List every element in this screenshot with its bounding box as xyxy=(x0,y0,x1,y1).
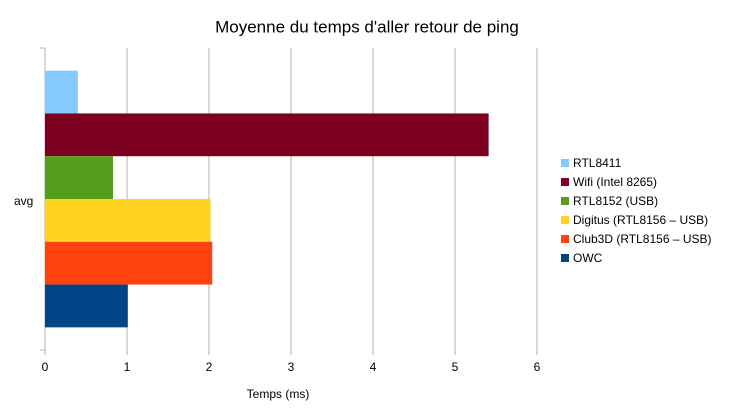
legend-swatch xyxy=(561,178,569,186)
y-tick-label: avg xyxy=(14,194,33,208)
x-tick-label: 5 xyxy=(452,360,459,374)
chart-title: Moyenne du temps d'aller retour de ping xyxy=(215,17,519,36)
legend-swatch xyxy=(561,197,569,205)
legend-label: OWC xyxy=(573,251,603,265)
x-tick-label: 2 xyxy=(206,360,213,374)
bar xyxy=(45,199,211,242)
x-tick-label: 0 xyxy=(42,360,49,374)
legend-label: Digitus (RTL8156 – USB) xyxy=(573,213,708,227)
x-tick-label: 6 xyxy=(534,360,541,374)
legend-label: Wifi (Intel 8265) xyxy=(573,175,657,189)
x-tick-label: 3 xyxy=(288,360,295,374)
legend-swatch xyxy=(561,254,569,262)
legend-label: RTL8152 (USB) xyxy=(573,194,658,208)
bar xyxy=(45,113,489,157)
bar xyxy=(45,241,213,285)
x-axis-label: Temps (ms) xyxy=(247,387,310,401)
x-tick-label: 1 xyxy=(124,360,131,374)
bar xyxy=(45,284,128,328)
bar xyxy=(45,156,114,199)
legend-swatch xyxy=(561,159,569,167)
legend-swatch xyxy=(561,216,569,224)
legend-label: RTL8411 xyxy=(573,156,622,170)
bar xyxy=(45,70,78,114)
x-tick-label: 4 xyxy=(370,360,377,374)
legend-swatch xyxy=(561,235,569,243)
legend-label: Club3D (RTL8156 – USB) xyxy=(573,232,712,246)
